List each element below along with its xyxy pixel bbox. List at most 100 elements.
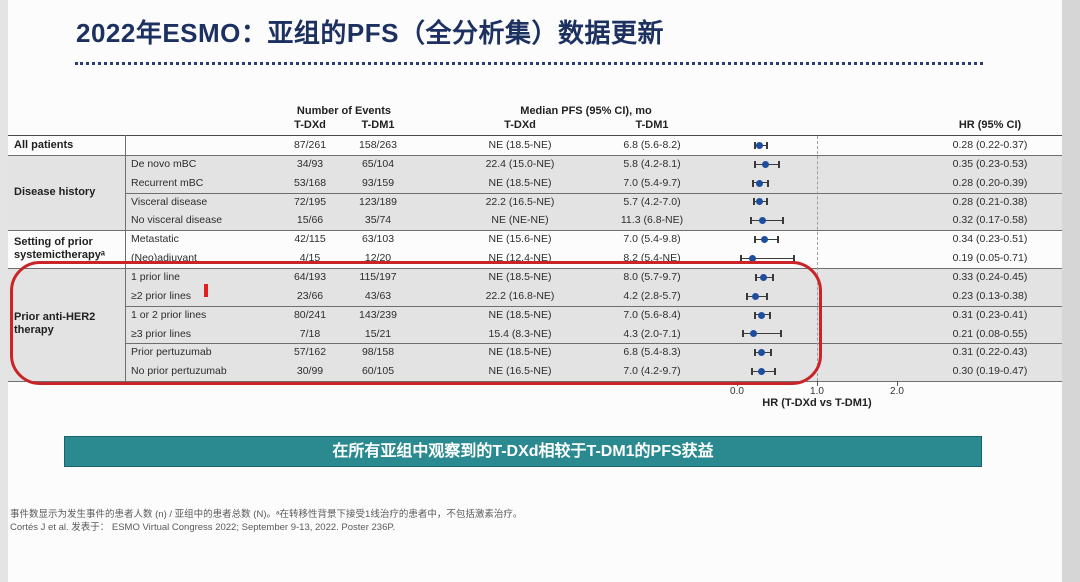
section-label: Setting of prior systemictherapyᵃ: [14, 236, 105, 262]
forest-axis-title: HR (T-DXd vs T-DM1): [762, 397, 872, 409]
events-tdxd-cell: 64/193: [293, 270, 327, 283]
hr-text-cell: 0.28 (0.21-0.38): [952, 195, 1028, 208]
section-divider: [8, 154, 1062, 156]
events-tdxd-cell: 7/18: [299, 327, 321, 340]
pfs-tdm1-cell: 6.8 (5.4-8.3): [623, 346, 681, 359]
subgroup-label: De novo mBC: [131, 157, 197, 170]
right-edge-strip: [1062, 0, 1080, 582]
subgroup-label: Recurrent mBC: [131, 176, 204, 189]
hr-text-cell: 0.28 (0.20-0.39): [952, 176, 1028, 189]
section-band: [8, 154, 1062, 231]
events-tdm1-cell: 35/74: [364, 214, 392, 227]
forest-marker: [755, 198, 763, 206]
events-tdm1-cell: 60/105: [361, 365, 395, 378]
pfs-tdxd-cell: NE (18.5-NE): [488, 270, 552, 283]
forest-marker: [750, 330, 758, 338]
subgroup-label: No visceral disease: [131, 214, 223, 227]
axis-tick-label: 2.0: [890, 386, 904, 397]
pfs-tdm1-cell: 4.3 (2.0-7.1): [623, 327, 681, 340]
axis-tick: [817, 381, 818, 386]
hr-text-cell: 0.19 (0.05-0.71): [952, 252, 1028, 265]
ci-cap-low: [742, 330, 745, 338]
forest-marker: [758, 349, 766, 357]
sub-divider: [125, 343, 1062, 345]
forest-marker: [757, 368, 765, 376]
ci-cap-low: [753, 349, 756, 357]
subgroup-label: 1 prior line: [131, 270, 181, 283]
section-label: Prior anti-HER2 therapy: [14, 311, 96, 337]
pfs-tdxd-cell: 22.2 (16.8-NE): [485, 289, 555, 302]
footnote-line-1: 事件数显示为发生事件的患者人数 (n) / 亚组中的患者总数 (N)。ᵃ在转移性…: [10, 509, 523, 520]
events-tdm1-cell: 143/239: [359, 308, 397, 321]
pfs-tdm1-cell: 7.0 (5.4-9.7): [623, 176, 681, 189]
ci-cap-low: [740, 255, 742, 263]
events-tdxd-cell: 80/241: [293, 308, 327, 321]
pfs-tdxd-cell: NE (NE-NE): [491, 214, 549, 227]
events-tdxd-cell: 53/168: [293, 176, 327, 189]
ci-cap-high: [768, 311, 771, 319]
ci-cap-high: [780, 330, 782, 338]
pfs-tdm1-cell: 4.2 (2.8-5.7): [623, 289, 681, 302]
forest-marker: [759, 217, 767, 225]
ci-cap-low: [755, 273, 758, 281]
pfs-tdxd-cell: NE (18.5-NE): [488, 176, 552, 189]
hr-text-cell: 0.21 (0.08-0.55): [952, 327, 1028, 340]
ci-cap-high: [767, 179, 770, 187]
pfs-tdm1-cell: 5.8 (4.2-8.1): [623, 157, 681, 170]
section-band: [8, 267, 1062, 382]
pfs-tdxd-cell: NE (15.6-NE): [488, 233, 552, 246]
events-tdm1-cell: 63/103: [361, 233, 395, 246]
hr-text-cell: 0.31 (0.22-0.43): [952, 346, 1028, 359]
pfs-tdm1-cell: 7.0 (5.4-9.8): [623, 233, 681, 246]
pfs-tdxd-cell: NE (18.5-NE): [488, 346, 552, 359]
subgroup-label: Metastatic: [131, 233, 179, 246]
ci-cap-high: [765, 141, 768, 149]
ci-cap-low: [754, 311, 757, 319]
pfs-tdxd-cell: NE (18.5-NE): [488, 139, 552, 151]
forest-marker: [751, 292, 759, 300]
events-tdm1-cell: 15/21: [364, 327, 392, 340]
axis-tick-label: 0.0: [730, 386, 744, 397]
header-hr: HR (95% CI): [958, 119, 1022, 131]
hr-text-cell: 0.28 (0.22-0.37): [952, 139, 1028, 151]
ci-cap-low: [754, 160, 757, 168]
ci-cap-low: [746, 292, 749, 300]
pfs-tdm1-cell: 8.0 (5.7-9.7): [623, 270, 681, 283]
pfs-tdxd-cell: 15.4 (8.3-NE): [488, 327, 552, 340]
pfs-tdm1-cell: 7.0 (5.6-8.4): [623, 308, 681, 321]
pfs-tdm1-cell: 7.0 (4.2-9.7): [623, 365, 681, 378]
ci-cap-high: [782, 217, 785, 225]
events-tdxd-cell: 23/66: [296, 289, 324, 302]
red-highlight-oval: [10, 261, 822, 385]
events-tdm1-cell: 43/63: [364, 289, 392, 302]
key-message-banner: 在所有亚组中观察到的T-DXd相较于T-DM1的PFS获益: [64, 436, 982, 467]
hr-text-cell: 0.23 (0.13-0.38): [952, 289, 1028, 302]
events-tdm1-cell: 93/159: [361, 176, 395, 189]
ci-cap-high: [778, 160, 781, 168]
header-events-tdm1: T-DM1: [361, 119, 395, 131]
subgroup-label: ≥3 prior lines: [131, 327, 192, 340]
events-tdm1-cell: 115/197: [359, 270, 397, 283]
header-median-tdm1: T-DM1: [635, 119, 669, 131]
events-tdm1-cell: 98/158: [361, 346, 395, 359]
events-tdxd-cell: 34/93: [296, 157, 324, 170]
hr-text-cell: 0.35 (0.23-0.53): [952, 157, 1028, 170]
forest-marker: [755, 141, 763, 149]
pfs-tdxd-cell: NE (16.5-NE): [488, 365, 552, 378]
pfs-tdxd-cell: 22.2 (16.5-NE): [485, 195, 555, 208]
axis-tick: [897, 381, 898, 386]
forest-marker: [761, 160, 769, 168]
sub-divider: [125, 305, 1062, 307]
ci-cap-low: [751, 368, 754, 376]
events-tdxd-cell: 87/261: [293, 139, 327, 151]
label-column-divider: [125, 135, 126, 382]
ci-cap-high: [773, 368, 776, 376]
forest-marker: [759, 273, 767, 281]
ci-whisker: [750, 220, 784, 222]
hr-text-cell: 0.31 (0.23-0.41): [952, 308, 1028, 321]
ci-cap-high: [772, 273, 774, 281]
ci-cap-low: [754, 236, 757, 244]
pfs-tdxd-cell: NE (18.5-NE): [488, 308, 552, 321]
subgroup-label: Prior pertuzumab: [131, 346, 212, 359]
